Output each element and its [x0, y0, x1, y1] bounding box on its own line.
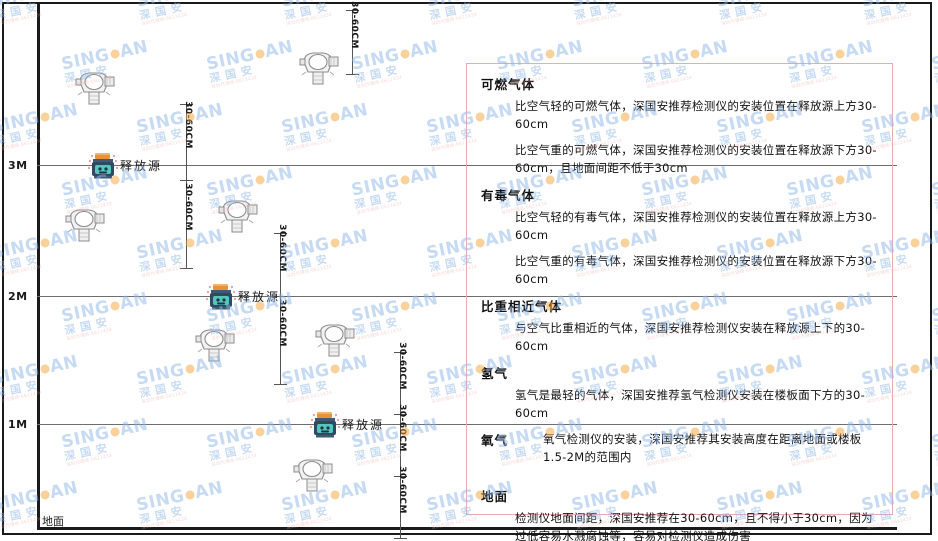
dimension-label: 30-60CM [397, 404, 407, 452]
guideline-section-0-paragraph: 比空气重的可燃气体，深国安推荐检测仪的安装位置在释放源下方30-60cm，且地面… [515, 143, 877, 175]
dimension-label: 30-60CM [183, 101, 193, 149]
ground-baseline [37, 527, 897, 530]
guidelines-panel: 可燃气体比空气轻的可燃气体，深国安推荐检测仪的安装位置在释放源上方30-60cm… [466, 63, 893, 541]
guideline-section-2-heading: 比重相近气体 [481, 299, 563, 314]
gas-detector-icon [215, 196, 261, 236]
release-source-label: 释放源 [120, 159, 163, 173]
level-line-1m [37, 424, 897, 425]
dimension-bar [186, 180, 187, 268]
level-line-3m [37, 165, 897, 166]
guideline-section-3-paragraph: 氢气是最轻的气体，深国安推荐氢气检测仪安装在楼板面下方的30-60cm [515, 388, 866, 420]
panel-spacer [481, 474, 878, 486]
guideline-inline-section-0: 氧气 氧气检测仪的安装，深国安推荐其安装高度在距离地面或楼板1.5-2M的范围内 [481, 430, 878, 466]
guideline-section-0: 可燃气体比空气轻的可燃气体，深国安推荐检测仪的安装位置在释放源上方30-60cm… [481, 74, 878, 177]
dimension-label: 30-60CM [397, 466, 407, 514]
guideline-section-2-paragraph: 与空气比重相近的气体，深国安推荐检测仪安装在释放源上下的30-60cm [515, 321, 866, 353]
height-axis [37, 4, 40, 529]
guideline-section-3: 氢气 氢气是最轻的气体，深国安推荐氢气检测仪安装在楼板面下方的30-60cm [481, 363, 878, 422]
dimension-tick [346, 74, 359, 75]
dimension-segment: 30-60CM [392, 342, 408, 414]
dimension-segment: 30-60CM [178, 101, 194, 180]
guideline-section-0-heading: 可燃气体 [481, 77, 536, 92]
ground-label: 地面 [42, 515, 64, 528]
level-line-2m [37, 296, 897, 297]
dimension-tick [274, 384, 287, 385]
guideline-section-1-paragraph: 比空气重的有毒气体，深国安推荐检测仪的安装位置在释放源下方30-60cm [515, 254, 877, 286]
guideline-section-2: 比重相近气体与空气比重相近的气体，深国安推荐检测仪安装在释放源上下的30-60c… [481, 296, 878, 355]
guideline-inline-text: 氧气检测仪的安装，深国安推荐其安装高度在距离地面或楼板1.5-2M的范围内 [543, 432, 862, 464]
dimension-label: 30-60CM [183, 183, 193, 231]
dimension-bar [280, 296, 281, 384]
dimension-tick [394, 538, 407, 539]
gas-detector-icon [296, 48, 342, 88]
release-source-icon [88, 152, 118, 180]
level-label-3m: 3M [8, 159, 28, 172]
dimension-segment: 30-60CM [392, 404, 408, 476]
level-label-2m: 2M [8, 290, 28, 303]
dimension-segment: 30-60CM [272, 296, 288, 384]
guideline-section-0-paragraph: 比空气轻的可燃气体，深国安推荐检测仪的安装位置在释放源上方30-60cm [515, 99, 877, 131]
dimension-bar [280, 233, 281, 296]
dimension-segment: 30-60CM [178, 180, 194, 268]
guideline-section-1: 有毒气体比空气轻的有毒气体，深国安推荐检测仪的安装位置在释放源上方30-60cm… [481, 185, 878, 288]
dimension-segment: 30-60CM [272, 224, 288, 296]
guideline-ground-section: 地面 检测仪地面间距，深国安推荐在30-60cm，且不得小于30cm，因为过低容易… [481, 486, 878, 541]
release-source-label: 释放源 [238, 290, 281, 304]
release-source-icon [206, 283, 236, 311]
dimension-label: 30-60CM [277, 299, 287, 347]
gas-detector-icon [312, 320, 358, 360]
dimension-label: 30-60CM [277, 223, 287, 272]
dimension-segment: 30-60CM [344, 1, 360, 74]
release-source-label: 释放源 [342, 418, 385, 432]
guidelines-content: 可燃气体比空气轻的可燃气体，深国安推荐检测仪的安装位置在释放源上方30-60cm… [467, 64, 892, 541]
guideline-ground-section-paragraph: 检测仪地面间距，深国安推荐在30-60cm，且不得小于30cm，因为过低容易水溅… [515, 511, 873, 541]
dimension-bar [400, 352, 401, 414]
release-source-icon [310, 411, 340, 439]
dimension-segment: 30-60CM [392, 466, 408, 538]
gas-detector-icon [62, 205, 108, 245]
guideline-section-1-paragraph: 比空气轻的有毒气体，深国安推荐检测仪的安装位置在释放源上方30-60cm [515, 210, 877, 242]
dimension-tick [180, 268, 193, 269]
level-label-1m: 1M [8, 418, 28, 431]
guideline-section-1-heading: 有毒气体 [481, 188, 536, 203]
dimension-bar [400, 414, 401, 476]
dimension-label: 30-60CM [397, 342, 407, 390]
gas-detector-icon [290, 455, 336, 495]
guideline-ground-section-heading: 地面 [481, 489, 509, 504]
guideline-section-3-heading: 氢气 [481, 366, 509, 381]
dimension-bar [186, 104, 187, 180]
dimension-label: 30-60CM [349, 1, 359, 49]
dimension-bar [400, 476, 401, 538]
dimension-bar [352, 10, 353, 74]
gas-detector-icon [72, 68, 118, 108]
gas-detector-icon [192, 325, 238, 365]
guideline-inline-heading: 氧气 [481, 433, 509, 448]
